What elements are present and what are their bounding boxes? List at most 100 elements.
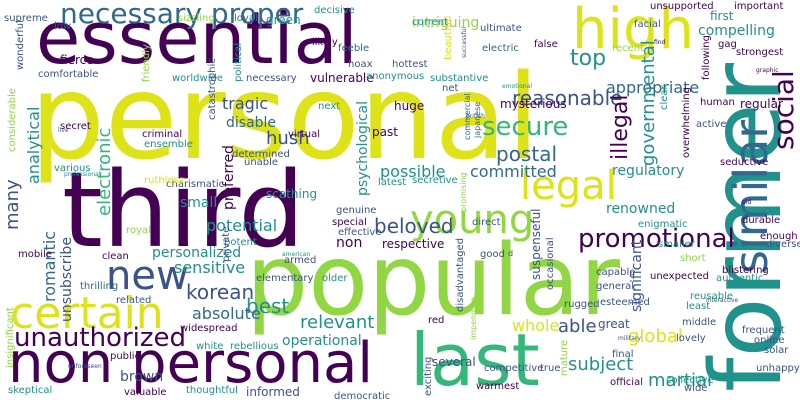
word: thoughtful [186, 385, 238, 396]
word: facial [634, 19, 661, 30]
word: human [700, 97, 735, 108]
word: relevant [300, 312, 375, 333]
word: huge [394, 99, 425, 113]
word: legal [520, 163, 617, 209]
word: competitive [484, 363, 544, 374]
word: illegal [608, 94, 633, 160]
word: overwhelming [681, 87, 692, 158]
word: secure [482, 112, 569, 142]
word: promotional [578, 224, 735, 254]
word: frequent [742, 325, 785, 336]
word: past [372, 125, 398, 139]
word: determined [232, 149, 290, 160]
word: public [110, 351, 141, 362]
word: necessary proper [60, 0, 304, 30]
word: subject [568, 354, 634, 375]
word: skeptical [8, 385, 53, 396]
word: korean [186, 280, 255, 304]
word: brown [120, 369, 164, 385]
word: reusable [690, 291, 733, 302]
word: strongest [736, 47, 784, 58]
word: secretive [412, 175, 458, 186]
word: authentic [716, 273, 764, 284]
word: capable [596, 267, 636, 278]
word: decisive [314, 5, 355, 16]
word: net [442, 83, 459, 94]
word: exciting [423, 356, 434, 396]
word: many [2, 179, 23, 230]
word: enigmatic [638, 219, 688, 230]
word: unforeseen [68, 363, 102, 370]
word: unsupported [650, 1, 714, 12]
word: current [412, 17, 449, 28]
word: personal [30, 48, 540, 186]
word: hush [266, 128, 310, 149]
word: certain [10, 288, 164, 339]
word: sizzling [178, 13, 215, 24]
word: essential [36, 0, 358, 80]
word: anonymous [366, 71, 425, 82]
word: lovely [676, 333, 706, 344]
word: clean [102, 251, 129, 262]
word: virtual [288, 129, 320, 140]
word: several [432, 355, 476, 369]
word: necessary [246, 73, 297, 84]
word: least [686, 301, 711, 312]
word: postal [496, 142, 558, 166]
word: third [62, 149, 305, 271]
word: governmental [638, 40, 659, 166]
word: non personal [8, 331, 373, 396]
word: operational [282, 333, 362, 349]
word: related [116, 295, 152, 306]
word: unauthorized [14, 323, 187, 353]
word: hottest [392, 59, 428, 70]
word: last [410, 318, 540, 400]
word: committed [470, 162, 557, 181]
word: graphic [756, 67, 779, 74]
word: romantic [40, 230, 59, 302]
word: top [570, 46, 607, 71]
word: online [754, 335, 785, 346]
word: regulatory [612, 163, 685, 179]
word: mobile [18, 249, 52, 260]
word: ensemble [144, 139, 193, 150]
word: professional [64, 171, 101, 178]
word: next [318, 101, 341, 112]
word: interactive [706, 297, 739, 304]
word: potential [206, 216, 278, 235]
word: unsubscribe [59, 237, 75, 322]
word: personalized [152, 245, 242, 261]
word: gag [718, 39, 737, 50]
word: global [628, 326, 683, 347]
word: tragic [222, 94, 269, 113]
word: compelling [698, 23, 775, 39]
word: warmest [476, 381, 520, 392]
word: seductive [720, 157, 769, 168]
word: unhappy [756, 363, 800, 374]
word: popular [246, 224, 621, 338]
word: impending [469, 297, 478, 340]
word: military [618, 335, 641, 342]
word: recent [612, 43, 644, 54]
word: american [282, 251, 311, 258]
word: non [336, 235, 363, 251]
word: reasonable [512, 86, 623, 110]
word: criminal [142, 129, 183, 140]
word: occasional [545, 237, 556, 290]
word: comfortable [38, 69, 99, 80]
word: royal [126, 225, 151, 236]
word: best [246, 294, 290, 318]
word: successful [461, 26, 468, 58]
word: likely [312, 37, 338, 48]
word: clear [659, 85, 670, 110]
word: ultimate [480, 23, 522, 34]
word: live [58, 127, 69, 134]
word: general [596, 281, 635, 292]
word: appropriate [606, 78, 700, 97]
word: british [466, 113, 485, 120]
word: short [680, 253, 706, 264]
word: rebellious [230, 341, 279, 352]
word: hoax [348, 59, 373, 70]
word: special [332, 217, 367, 228]
